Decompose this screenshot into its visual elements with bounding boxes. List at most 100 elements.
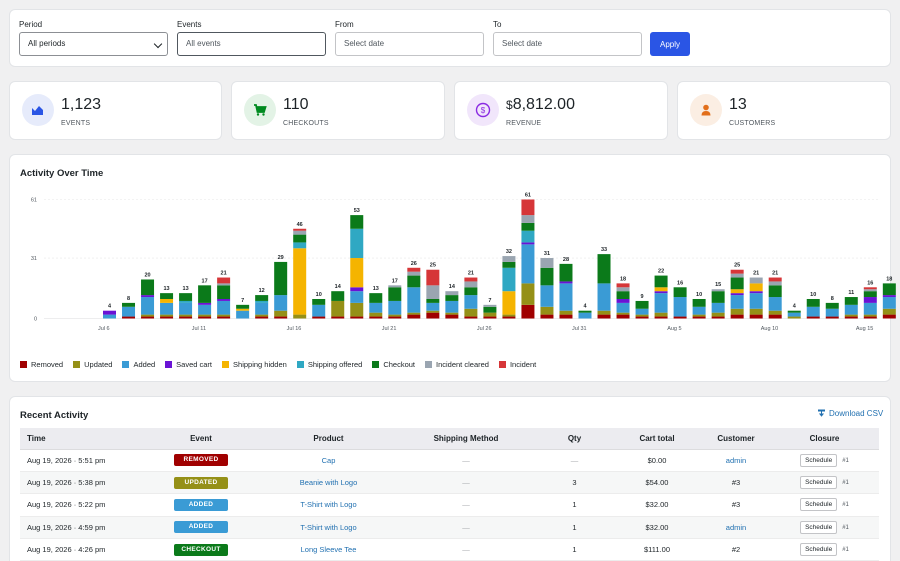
row-time: Aug 19, 2026 · 5:22 pm — [20, 493, 140, 517]
col-time[interactable]: Time — [20, 428, 140, 450]
row-qty: 1 — [537, 538, 612, 561]
closure-number: #1 — [842, 502, 849, 509]
row-closure: Schedule #1 — [770, 471, 879, 495]
col-qty[interactable]: Qty — [537, 428, 612, 450]
legend-item[interactable]: Incident — [498, 360, 537, 369]
qty-value: — — [570, 455, 579, 465]
col-customer[interactable]: Customer — [702, 428, 770, 450]
row-event: ADDED — [140, 493, 262, 517]
closure-number: #1 — [842, 457, 849, 464]
qty-value: 1 — [572, 500, 577, 510]
legend-item[interactable]: Incident cleared — [425, 360, 489, 369]
customer-value[interactable]: admin — [725, 522, 747, 532]
col-closure[interactable]: Closure — [770, 428, 879, 450]
customer-value: #2 — [731, 545, 741, 555]
stat-card-revenue: $ $8,812.00 REVENUE — [454, 81, 668, 140]
period-value: All periods — [28, 39, 66, 48]
customer-value[interactable]: admin — [725, 455, 747, 465]
closure-number: #1 — [842, 524, 849, 531]
product-link[interactable]: T-Shirt with Logo — [300, 522, 357, 532]
legend-label: Incident — [509, 360, 537, 369]
stat-caption: CUSTOMERS — [729, 120, 776, 127]
product-link[interactable]: Beanie with Logo — [299, 478, 358, 488]
currency-symbol: $ — [506, 98, 513, 112]
period-label: Period — [19, 20, 43, 29]
legend-item[interactable]: Removed — [20, 360, 63, 369]
col-cart-total[interactable]: Cart total — [612, 428, 702, 450]
legend-item[interactable]: Checkout — [372, 360, 415, 369]
schedule-button[interactable]: Schedule — [800, 520, 838, 534]
to-date-input[interactable]: Select date — [493, 32, 642, 56]
revenue-amount: 8,812.00 — [512, 96, 575, 113]
stat-value: 110 — [283, 96, 309, 113]
download-csv-link[interactable]: Download CSV — [817, 409, 883, 418]
schedule-button[interactable]: Schedule — [800, 543, 838, 557]
table-row: Aug 19, 2026 · 4:26 pm CHECKOUT Long Sleev… — [20, 538, 879, 561]
from-placeholder: Select date — [344, 39, 385, 48]
stat-card-checkouts: 110 CHECKOUTS — [231, 81, 445, 140]
product-link[interactable]: Long Sleeve Tee — [300, 545, 357, 555]
schedule-button[interactable]: Schedule — [800, 498, 838, 512]
legend-swatch — [372, 361, 380, 368]
from-date-input[interactable]: Select date — [335, 32, 484, 56]
legend-item[interactable]: Added — [122, 360, 155, 369]
row-cart-total: $32.00 — [612, 493, 702, 517]
table-row: Aug 19, 2026 · 5:22 pm ADDED T-Shirt with … — [20, 493, 879, 517]
activity-chart-card — [9, 154, 891, 382]
row-customer: admin — [702, 449, 770, 472]
row-shipping: — — [395, 449, 537, 472]
qty-value: 3 — [572, 478, 577, 488]
events-input[interactable]: All events — [177, 32, 326, 56]
legend-item[interactable]: Shipping offered — [296, 360, 363, 369]
customer-value: #3 — [731, 500, 741, 510]
shipping-value: — — [462, 545, 470, 555]
table-row: Aug 19, 2026 · 5:38 pm UPDATED Beanie with… — [20, 471, 879, 495]
col-event[interactable]: Event — [140, 428, 262, 450]
events-label: Events — [177, 20, 202, 29]
schedule-button[interactable]: Schedule — [800, 476, 838, 490]
col-shipping-method[interactable]: Shipping Method — [395, 428, 537, 450]
svg-text:$: $ — [481, 106, 486, 115]
stat-caption: CHECKOUTS — [283, 120, 329, 127]
legend-label: Updated — [84, 360, 113, 369]
col-product[interactable]: Product — [262, 428, 395, 450]
legend-item[interactable]: Updated — [73, 360, 112, 369]
row-closure: Schedule #1 — [770, 493, 879, 517]
legend-item[interactable]: Shipping hidden — [222, 360, 287, 369]
event-badge: CHECKOUT — [174, 543, 228, 556]
row-time: Aug 19, 2026 · 4:26 pm — [20, 538, 140, 561]
closure-number: #1 — [842, 547, 849, 554]
filters-card: Period All periods Events All events Fro… — [9, 9, 891, 67]
row-shipping: — — [395, 516, 537, 540]
stat-caption: EVENTS — [61, 120, 91, 127]
row-shipping: — — [395, 471, 537, 495]
period-select[interactable]: All periods — [19, 32, 168, 56]
person-icon — [690, 94, 722, 126]
legend-swatch — [73, 361, 81, 368]
stat-caption: REVENUE — [506, 120, 542, 127]
legend-swatch — [165, 361, 173, 368]
product-link[interactable]: T-Shirt with Logo — [300, 500, 357, 510]
row-event: ADDED — [140, 516, 262, 540]
chevron-down-icon — [153, 39, 163, 49]
qty-value: 1 — [572, 545, 577, 555]
shipping-value: — — [462, 522, 470, 532]
table-row: Aug 19, 2026 · 5:51 pm REMOVED Cap — — $0.00 a… — [20, 449, 879, 472]
schedule-button[interactable]: Schedule — [800, 453, 838, 467]
legend-item[interactable]: Saved cart — [165, 360, 212, 369]
download-icon — [818, 409, 825, 417]
shipping-value: — — [462, 500, 470, 510]
legend-label: Added — [133, 360, 156, 369]
chart-title: Activity Over Time — [20, 168, 104, 179]
legend-swatch — [20, 361, 27, 368]
customer-value: #3 — [731, 478, 741, 488]
legend-label: Shipping offered — [307, 360, 363, 369]
row-customer: #3 — [702, 471, 770, 495]
product-link[interactable]: Cap — [321, 455, 336, 465]
legend-label: Checkout — [383, 360, 415, 369]
row-qty: 3 — [537, 471, 612, 495]
legend-swatch — [498, 361, 506, 368]
row-event: REMOVED — [140, 449, 262, 472]
apply-button[interactable]: Apply — [650, 32, 690, 56]
dollar-icon: $ — [467, 94, 499, 126]
